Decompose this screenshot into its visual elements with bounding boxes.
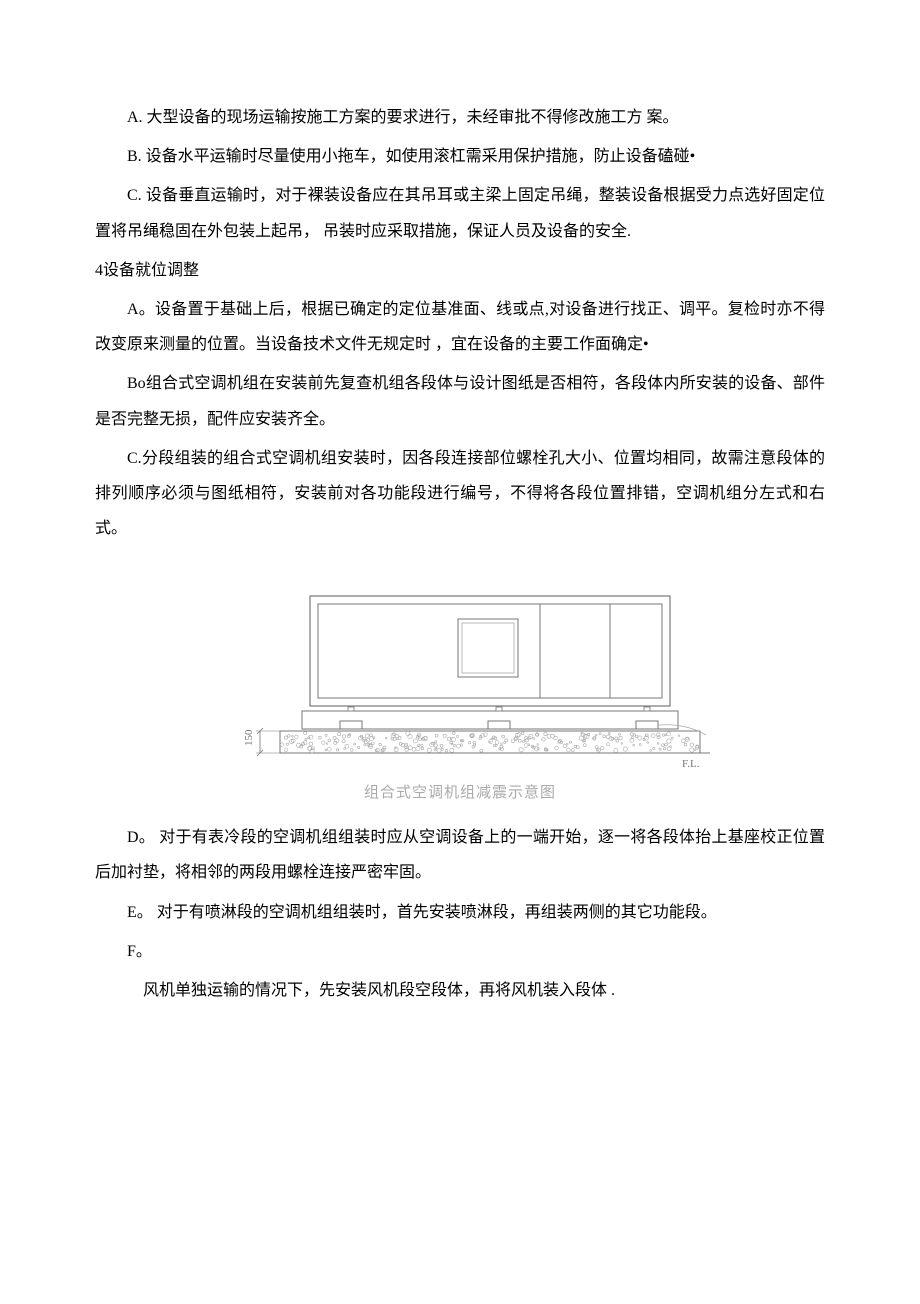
paragraph-4c: C.分段组装的组合式空调机组安装时，因各段连接部位螺栓孔大小、位置均相同，故需注… bbox=[95, 441, 825, 547]
unit-diagram: F.L. 150 bbox=[210, 571, 710, 771]
paragraph-4a: A。设备置于基础上后，根据已确定的定位基准面、线或点,对设备进行找正、调平。复检… bbox=[95, 292, 825, 362]
paragraph-4e: E。 对于有喷淋段的空调机组组装时，首先安装喷淋段，再组装两侧的其它功能段。 bbox=[95, 895, 825, 930]
paragraph-c: C. 设备垂直运输时，对于裸装设备应在其吊耳或主梁上固定吊绳，整装设备根据受力点… bbox=[95, 178, 825, 248]
section-heading-4: 4设备就位调整 bbox=[95, 253, 825, 288]
diagram-caption: 组合式空调机组减震示意图 bbox=[364, 777, 556, 810]
svg-text:F.L.: F.L. bbox=[682, 758, 700, 770]
paragraph-4f-cont: 风机单独运输的情况下，先安装风机段空段体，再将风机装入段体 . bbox=[95, 973, 825, 1008]
diagram-container: F.L. 150 组合式空调机组减震示意图 bbox=[95, 571, 825, 810]
paragraph-b: B. 设备水平运输时尽量使用小拖车，如使用滚杠需采用保护措施，防止设备磕碰• bbox=[95, 139, 825, 174]
paragraph-4b: Bo组合式空调机组在安装前先复查机组各段体与设计图纸是否相符，各段体内所安装的设… bbox=[95, 366, 825, 436]
paragraph-4d: D。 对于有表冷段的空调机组组装时应从空调设备上的一端开始，逐一将各段体抬上基座… bbox=[95, 820, 825, 890]
paragraph-4f: F。 bbox=[95, 934, 825, 969]
svg-text:150: 150 bbox=[243, 729, 255, 746]
paragraph-a: A. 大型设备的现场运输按施工方案的要求进行，未经审批不得修改施工方 案。 bbox=[95, 100, 825, 135]
